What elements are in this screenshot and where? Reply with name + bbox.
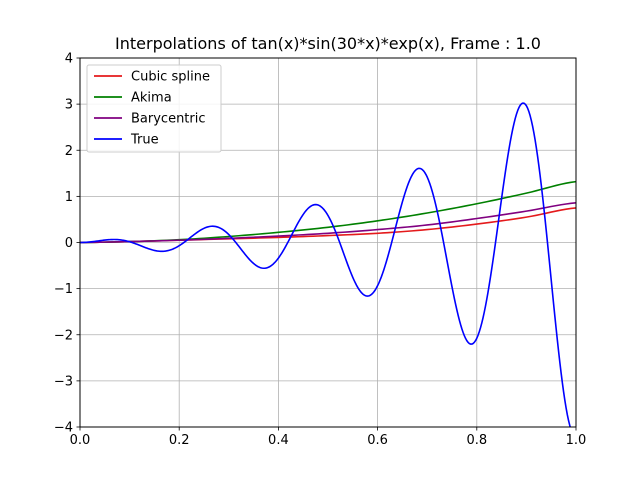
x-tick-label: 0.2 <box>169 433 190 448</box>
legend-label-cubic-spline: Cubic spline <box>131 70 210 85</box>
axis-ticks: 0.0 0.2 0.4 0.6 0.8 1.0 4 3 2 1 0 −1 −2 −3 −4 <box>54 52 587 449</box>
y-tick-label: −2 <box>54 328 73 343</box>
series-line-true <box>80 102 572 427</box>
chart-title: Interpolations of tan(x)*sin(30*x)*exp(x… <box>115 34 541 53</box>
x-tick-label: 0.0 <box>70 433 91 448</box>
y-tick-label: 1 <box>65 190 73 205</box>
y-tick-label: 3 <box>65 98 73 113</box>
x-tick-label: 0.8 <box>466 433 487 448</box>
y-tick-label: −3 <box>54 374 73 389</box>
x-tick-label: 0.4 <box>268 433 289 448</box>
y-tick-label: 0 <box>65 236 73 251</box>
y-tick-label: 4 <box>65 52 73 67</box>
series-lines <box>80 102 576 427</box>
x-tick-label: 1.0 <box>566 433 587 448</box>
legend-box <box>86 64 222 153</box>
legend-label-barycentric: Barycentric <box>131 112 206 127</box>
legend: Cubic spline Akima Barycentric True <box>86 64 222 153</box>
legend-label-akima: Akima <box>131 91 172 106</box>
x-tick-label: 0.6 <box>367 433 388 448</box>
series-line-cubic-spline <box>80 207 576 244</box>
y-tick-label: −1 <box>54 282 73 297</box>
y-tick-label: 2 <box>65 144 73 159</box>
series-line-barycentric <box>80 202 576 244</box>
legend-label-true: True <box>130 133 159 148</box>
y-tick-label: −4 <box>54 421 73 436</box>
